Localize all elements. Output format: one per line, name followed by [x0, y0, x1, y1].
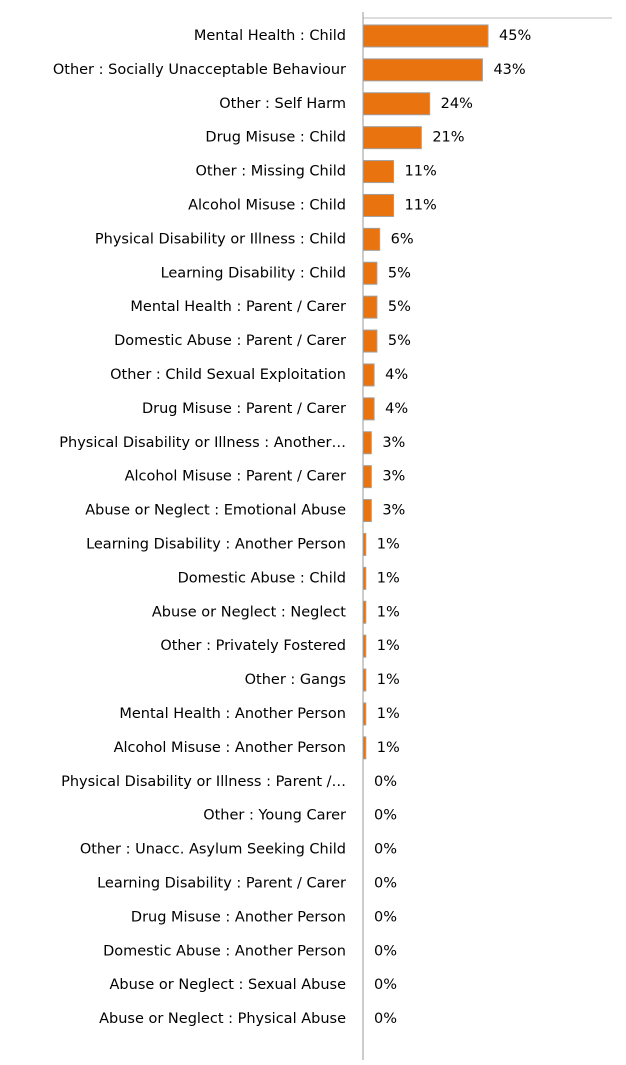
category-label: Domestic Abuse : Child: [178, 570, 346, 586]
value-label: 21%: [432, 130, 464, 146]
value-label: 0%: [374, 1011, 397, 1027]
value-label: 1%: [377, 570, 400, 586]
value-label: 0%: [374, 842, 397, 858]
bar: [362, 736, 367, 760]
bar: [362, 160, 395, 184]
bar: [362, 702, 367, 726]
category-label: Abuse or Neglect : Sexual Abuse: [110, 977, 347, 993]
category-label: Physical Disability or Illness : Parent …: [61, 774, 346, 790]
value-label: 1%: [377, 638, 400, 654]
category-label: Mental Health : Child: [194, 28, 346, 44]
category-label: Drug Misuse : Another Person: [131, 909, 346, 925]
value-label: 24%: [441, 96, 473, 112]
value-label: 0%: [374, 875, 397, 891]
value-label: 5%: [388, 265, 411, 281]
value-label: 3%: [382, 469, 405, 485]
value-label: 0%: [374, 977, 397, 993]
bar: [362, 58, 483, 82]
category-label: Other : Gangs: [245, 672, 346, 688]
category-label: Other : Socially Unacceptable Behaviour: [53, 62, 346, 78]
category-label: Mental Health : Parent / Carer: [130, 299, 346, 315]
category-label: Other : Missing Child: [195, 164, 346, 180]
value-label: 1%: [377, 740, 400, 756]
value-label: 1%: [377, 536, 400, 552]
category-label: Abuse or Neglect : Neglect: [152, 604, 346, 620]
value-label: 1%: [377, 672, 400, 688]
category-label: Learning Disability : Parent / Carer: [97, 875, 346, 891]
bar: [362, 397, 375, 421]
category-label: Other : Self Harm: [219, 96, 346, 112]
category-label: Domestic Abuse : Parent / Carer: [114, 333, 346, 349]
bar: [362, 600, 367, 624]
category-label: Learning Disability : Another Person: [86, 536, 346, 552]
category-label: Other : Young Carer: [203, 808, 346, 824]
bar: [362, 465, 372, 489]
category-label: Physical Disability or Illness : Another…: [59, 435, 346, 451]
bar: [362, 92, 431, 116]
value-label: 11%: [405, 164, 437, 180]
bar: [362, 126, 422, 150]
category-label: Alcohol Misuse : Parent / Carer: [125, 469, 346, 485]
category-label: Abuse or Neglect : Physical Abuse: [99, 1011, 346, 1027]
bar: [362, 634, 367, 658]
category-label: Other : Child Sexual Exploitation: [110, 367, 346, 383]
category-label: Other : Privately Fostered: [160, 638, 346, 654]
value-label: 0%: [374, 774, 397, 790]
bar: [362, 566, 367, 590]
value-label: 43%: [493, 62, 525, 78]
category-label: Drug Misuse : Parent / Carer: [142, 401, 346, 417]
category-label: Alcohol Misuse : Child: [188, 197, 346, 213]
category-label: Mental Health : Another Person: [119, 706, 346, 722]
value-label: 4%: [385, 367, 408, 383]
category-label: Other : Unacc. Asylum Seeking Child: [80, 842, 346, 858]
value-label: 1%: [377, 706, 400, 722]
bar: [362, 431, 372, 455]
bar: [362, 295, 378, 319]
value-label: 45%: [499, 28, 531, 44]
value-label: 11%: [405, 197, 437, 213]
value-label: 0%: [374, 808, 397, 824]
value-label: 6%: [391, 231, 414, 247]
category-label: Alcohol Misuse : Another Person: [114, 740, 346, 756]
bar: [362, 363, 375, 387]
value-label: 1%: [377, 604, 400, 620]
value-label: 5%: [388, 299, 411, 315]
category-label: Learning Disability : Child: [161, 265, 346, 281]
category-label: Drug Misuse : Child: [205, 130, 346, 146]
value-label: 3%: [382, 503, 405, 519]
bar: [362, 227, 381, 251]
value-label: 5%: [388, 333, 411, 349]
bar: [362, 24, 489, 48]
value-label: 4%: [385, 401, 408, 417]
category-label: Abuse or Neglect : Emotional Abuse: [85, 503, 346, 519]
bar: [362, 329, 378, 353]
category-label: Physical Disability or Illness : Child: [95, 231, 346, 247]
bar: [362, 193, 395, 217]
category-label: Domestic Abuse : Another Person: [103, 943, 346, 959]
bar: [362, 668, 367, 692]
value-label: 3%: [382, 435, 405, 451]
value-label: 0%: [374, 909, 397, 925]
value-label: 0%: [374, 943, 397, 959]
bar: [362, 532, 367, 556]
bar: [362, 499, 372, 523]
bar: [362, 261, 378, 285]
